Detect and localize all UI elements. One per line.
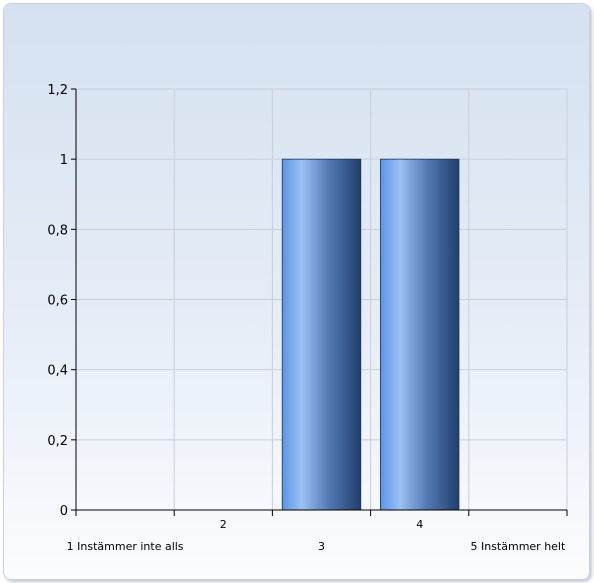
x-tick-label: 4 [416,518,423,531]
y-tick-label: 0 [60,504,68,519]
y-tick-label: 1,2 [47,83,68,98]
y-tick-label: 0,8 [47,223,68,238]
y-tick-label: 1 [60,153,68,168]
axes [71,88,568,516]
bar [380,158,460,511]
bar [281,158,362,511]
y-tick-label: 0,2 [47,434,68,449]
bars [281,158,460,511]
x-tick-label: 3 [318,540,325,553]
x-tick-label: 5 Instämmer helt [470,540,566,553]
y-tick-label: 0,4 [47,364,68,379]
grid [76,88,568,510]
x-tick-label: 1 Instämmer inte alls [67,540,184,553]
x-tick-label: 2 [220,518,227,531]
tick-labels: 0 0,2 0,4 0,6 0,8 1 1,2 1 Instämmer inte alls 2 3… [47,83,566,553]
y-tick-label: 0,6 [47,294,68,309]
